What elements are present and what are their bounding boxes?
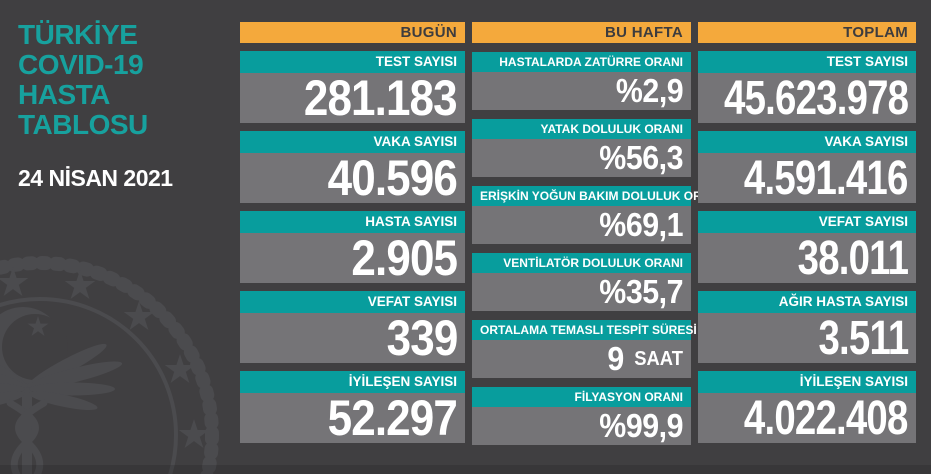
stat-value: 9 SAAT — [472, 340, 691, 378]
stat-label: TEST SAYISI — [240, 51, 465, 73]
stat-label: HASTA SAYISI — [240, 211, 465, 233]
week-column-header: BU HAFTA — [472, 22, 691, 43]
stat-value: 4.022.408 — [698, 392, 916, 445]
stat-row-recovered-today: İYİLEŞEN SAYISI 52.297 — [240, 371, 465, 446]
stat-value: 281.183 — [240, 70, 465, 126]
stat-value: %35,7 — [472, 273, 691, 311]
stat-label: VAKA SAYISI — [698, 131, 916, 153]
title-line: COVID-19 — [18, 49, 144, 80]
stat-row-deaths-today: VEFAT SAYISI 339 — [240, 291, 465, 366]
stat-row-pneumonia-rate: HASTALARDA ZATÜRRE ORANI %2,9 — [472, 52, 691, 110]
stat-row-contact-tracing-time: ORTALAMA TEMASLI TESPİT SÜRESİ 9 SAAT — [472, 320, 697, 378]
bottom-shade — [0, 465, 931, 474]
stat-label: VEFAT SAYISI — [698, 211, 916, 233]
stat-label: VAKA SAYISI — [240, 131, 465, 153]
stat-label: FİLYASYON ORANI — [472, 387, 691, 407]
stat-row-filiation-rate: FİLYASYON ORANI %99,9 — [472, 387, 691, 445]
total-column: TOPLAM TEST SAYISI 45.623.978 VAKA SAYIS… — [698, 22, 916, 445]
stat-row-test-today: TEST SAYISI 281.183 — [240, 51, 465, 126]
stat-label: AĞIR HASTA SAYISI — [698, 291, 916, 313]
stat-value: %99,9 — [472, 407, 691, 445]
stat-row-severe-patients-total: AĞIR HASTA SAYISI 3.511 — [698, 291, 916, 365]
stat-value: 2.905 — [240, 230, 465, 286]
total-column-header: TOPLAM — [698, 22, 916, 43]
stat-row-recovered-total: İYİLEŞEN SAYISI 4.022.408 — [698, 371, 916, 445]
today-column: BUGÜN TEST SAYISI 281.183 VAKA SAYISI 40… — [240, 22, 465, 446]
stat-row-deaths-total: VEFAT SAYISI 38.011 — [698, 211, 916, 285]
stat-value: 52.297 — [240, 390, 465, 446]
stat-row-cases-today: VAKA SAYISI 40.596 — [240, 131, 465, 206]
ministry-of-health-emblem-icon — [0, 256, 219, 474]
stat-row-icu-occupancy: ERİŞKİN YOĞUN BAKIM DOLULUK ORANI %69,1 — [472, 186, 722, 244]
title-line: TABLOSU — [18, 109, 148, 140]
stat-label: İYİLEŞEN SAYISI — [698, 371, 916, 393]
stat-row-ventilator-occupancy: VENTİLATÖR DOLULUK ORANI %35,7 — [472, 253, 691, 311]
stat-label: ORTALAMA TEMASLI TESPİT SÜRESİ — [472, 320, 697, 340]
today-column-header: BUGÜN — [240, 22, 465, 43]
stat-row-patients-today: HASTA SAYISI 2.905 — [240, 211, 465, 286]
stat-label: ERİŞKİN YOĞUN BAKIM DOLULUK ORANI — [472, 186, 722, 206]
stat-label: VENTİLATÖR DOLULUK ORANI — [472, 253, 691, 273]
stat-value: 339 — [240, 310, 465, 366]
stat-row-cases-total: VAKA SAYISI 4.591.416 — [698, 131, 916, 205]
title-line: HASTA — [18, 79, 110, 110]
stat-value: 40.596 — [240, 150, 465, 206]
stat-row-bed-occupancy: YATAK DOLULUK ORANI %56,3 — [472, 119, 691, 177]
report-date: 24 NİSAN 2021 — [18, 165, 173, 191]
stat-value: 3.511 — [698, 312, 916, 365]
stat-label: HASTALARDA ZATÜRRE ORANI — [472, 52, 691, 72]
stat-label: YATAK DOLULUK ORANI — [472, 119, 691, 139]
stat-value: 38.011 — [698, 232, 916, 285]
stat-value: %69,1 — [472, 206, 691, 244]
stat-label: TEST SAYISI — [698, 51, 916, 73]
stat-row-test-total: TEST SAYISI 45.623.978 — [698, 51, 916, 125]
week-column: BU HAFTA HASTALARDA ZATÜRRE ORANI %2,9 Y… — [472, 22, 722, 445]
stat-value: %2,9 — [472, 72, 691, 110]
stat-value: 45.623.978 — [698, 72, 916, 125]
title-line: TÜRKİYE — [18, 19, 138, 50]
stat-label: VEFAT SAYISI — [240, 291, 465, 313]
stat-label: İYİLEŞEN SAYISI — [240, 371, 465, 393]
stat-value: %56,3 — [472, 139, 691, 177]
page-title: TÜRKİYE COVID-19 HASTA TABLOSU — [18, 20, 148, 140]
stat-value: 4.591.416 — [698, 152, 916, 205]
